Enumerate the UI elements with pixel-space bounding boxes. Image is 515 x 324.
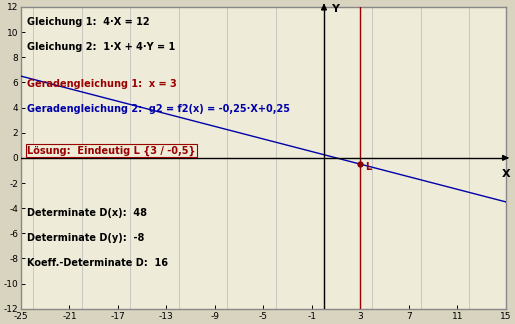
Text: Koeff.-Determinate D:  16: Koeff.-Determinate D: 16 — [27, 259, 168, 269]
Text: Y: Y — [331, 5, 339, 15]
Text: Determinate D(y):  -8: Determinate D(y): -8 — [27, 233, 144, 243]
Text: Geradengleichung 1:  x = 3: Geradengleichung 1: x = 3 — [27, 79, 177, 89]
Text: Determinate D(x):  48: Determinate D(x): 48 — [27, 208, 147, 218]
Text: Gleichung 1:  4·X = 12: Gleichung 1: 4·X = 12 — [27, 17, 150, 27]
Text: Lösung:  Eindeutig L {3 / -0,5}: Lösung: Eindeutig L {3 / -0,5} — [27, 145, 196, 156]
Text: L: L — [365, 162, 371, 172]
Text: Gleichung 2:  1·X + 4·Y = 1: Gleichung 2: 1·X + 4·Y = 1 — [27, 42, 175, 52]
Text: Geradengleichung 2:  g2 = f2(x) = -0,25·X+0,25: Geradengleichung 2: g2 = f2(x) = -0,25·X… — [27, 104, 290, 114]
Text: X: X — [502, 169, 510, 179]
